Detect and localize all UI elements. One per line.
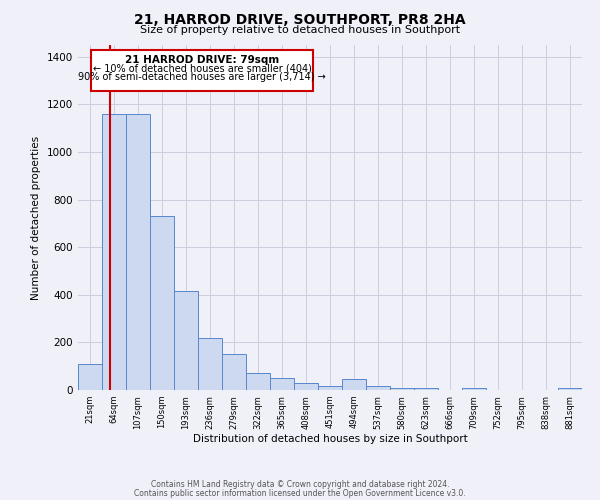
Text: 90% of semi-detached houses are larger (3,714) →: 90% of semi-detached houses are larger (… [79, 72, 326, 83]
Bar [318, 386, 342, 390]
Bar [342, 380, 366, 390]
Bar [462, 388, 486, 390]
Text: ← 10% of detached houses are smaller (404): ← 10% of detached houses are smaller (40… [93, 64, 311, 74]
Bar [174, 292, 198, 390]
Bar [102, 114, 126, 390]
X-axis label: Distribution of detached houses by size in Southport: Distribution of detached houses by size … [193, 434, 467, 444]
Bar [78, 364, 102, 390]
Bar [246, 374, 270, 390]
Text: Size of property relative to detached houses in Southport: Size of property relative to detached ho… [140, 25, 460, 35]
Bar [126, 114, 150, 390]
Bar [150, 216, 174, 390]
Bar [222, 354, 246, 390]
Bar [270, 378, 294, 390]
Bar [294, 383, 318, 390]
Text: 21, HARROD DRIVE, SOUTHPORT, PR8 2HA: 21, HARROD DRIVE, SOUTHPORT, PR8 2HA [134, 12, 466, 26]
Bar [390, 388, 414, 390]
Bar [414, 388, 438, 390]
Bar [558, 388, 582, 390]
Y-axis label: Number of detached properties: Number of detached properties [31, 136, 41, 300]
FancyBboxPatch shape [91, 50, 313, 92]
Text: Contains HM Land Registry data © Crown copyright and database right 2024.: Contains HM Land Registry data © Crown c… [151, 480, 449, 489]
Text: Contains public sector information licensed under the Open Government Licence v3: Contains public sector information licen… [134, 488, 466, 498]
Text: 21 HARROD DRIVE: 79sqm: 21 HARROD DRIVE: 79sqm [125, 54, 280, 64]
Bar [198, 338, 222, 390]
Bar [366, 386, 390, 390]
